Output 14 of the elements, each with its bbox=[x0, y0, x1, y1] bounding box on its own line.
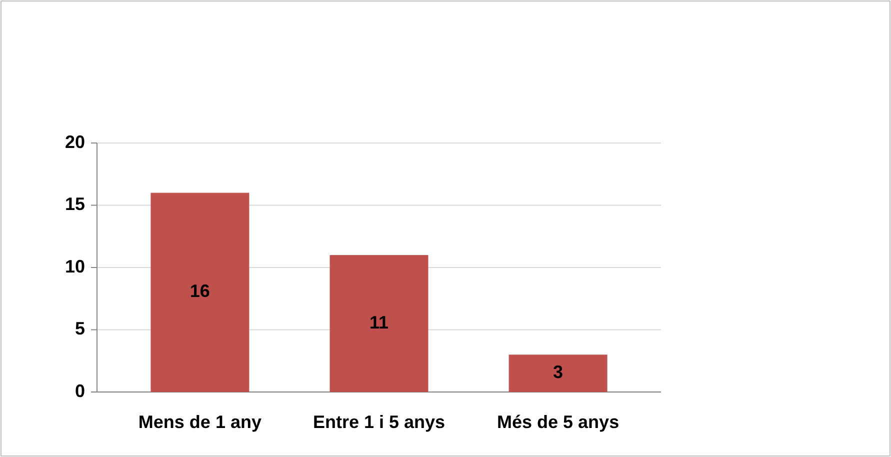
y-tick-label: 10 bbox=[64, 256, 85, 276]
data-label: 3 bbox=[553, 362, 564, 382]
bar bbox=[150, 192, 250, 392]
data-label: 16 bbox=[190, 281, 210, 302]
bar bbox=[508, 354, 608, 392]
y-tick-label: 15 bbox=[64, 194, 85, 214]
x-tick-label: Mens de 1 any bbox=[138, 412, 262, 432]
y-tick-label: 20 bbox=[64, 132, 85, 152]
x-tick-label: Més de 5 anys bbox=[497, 412, 620, 432]
y-tick-label: 0 bbox=[74, 380, 85, 401]
data-label: 11 bbox=[369, 312, 389, 332]
y-tick-label: 5 bbox=[74, 318, 85, 338]
x-tick-label: Entre 1 i 5 anys bbox=[312, 412, 446, 432]
bar bbox=[330, 255, 428, 392]
